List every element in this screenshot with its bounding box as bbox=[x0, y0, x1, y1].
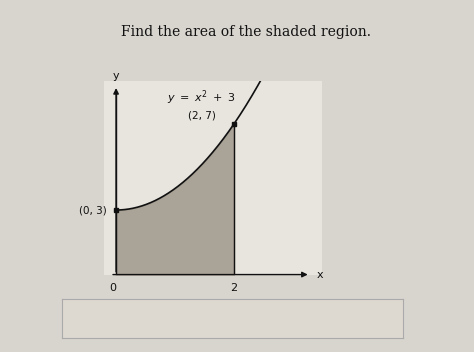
Text: (2, 7): (2, 7) bbox=[188, 111, 216, 121]
Text: x: x bbox=[317, 270, 323, 279]
Text: (0, 3): (0, 3) bbox=[80, 205, 107, 215]
Text: 0: 0 bbox=[109, 283, 117, 293]
Text: $y\ =\ x^2\ +\ 3$: $y\ =\ x^2\ +\ 3$ bbox=[167, 89, 236, 107]
Text: Find the area of the shaded region.: Find the area of the shaded region. bbox=[121, 25, 372, 39]
Text: 2: 2 bbox=[230, 283, 237, 293]
Text: y: y bbox=[113, 71, 119, 81]
